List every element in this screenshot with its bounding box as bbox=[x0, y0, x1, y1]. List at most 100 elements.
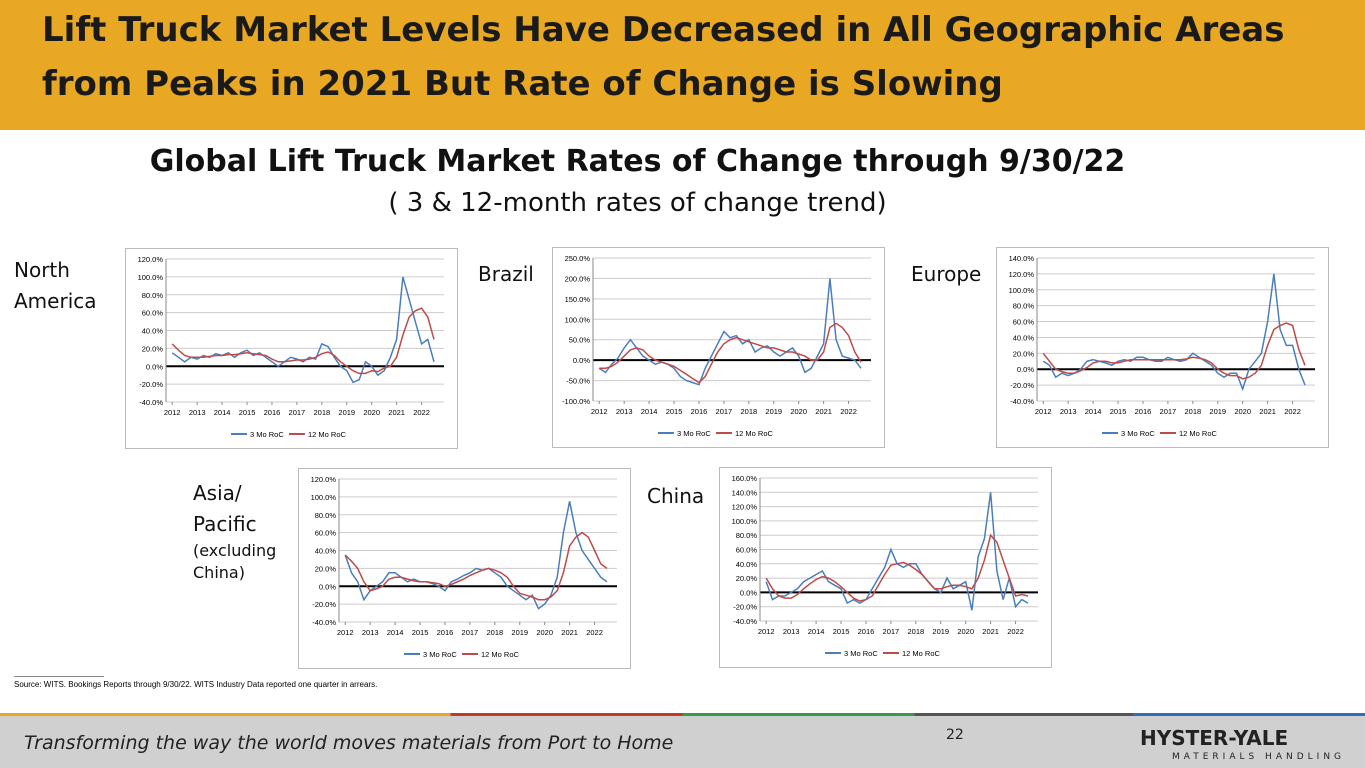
line-series bbox=[598, 278, 862, 386]
y-tick-label: 80.0% bbox=[142, 291, 164, 300]
x-tick-label: 2019 bbox=[765, 407, 782, 416]
chart: -40.0% -20.0% 0.0% 20.0% 40.0% 60.0% 80.0% 100.… bbox=[298, 468, 631, 669]
y-tick-label: 0.0% bbox=[146, 362, 163, 371]
y-tick-label: 60.0% bbox=[1013, 318, 1035, 327]
footer: Transforming the way the world moves mat… bbox=[0, 716, 1365, 768]
x-tick-label: 2012 bbox=[164, 408, 181, 417]
region-label-line: China) bbox=[193, 563, 245, 582]
line-series bbox=[1042, 322, 1306, 380]
y-tick-label: 120.0% bbox=[732, 503, 758, 512]
page-number: 22 bbox=[946, 727, 964, 743]
legend-label: 3 Mo RoC bbox=[677, 429, 711, 438]
legend-label: 3 Mo RoC bbox=[250, 430, 284, 439]
x-tick-label: 2020 bbox=[790, 407, 807, 416]
x-tick-label: 2015 bbox=[666, 407, 683, 416]
x-tick-label: 2014 bbox=[214, 408, 231, 417]
legend-label: 12 Mo RoC bbox=[481, 650, 520, 659]
y-tick-label: 100.0% bbox=[311, 493, 337, 502]
x-tick-label: 2022 bbox=[840, 407, 857, 416]
subtitle: ( 3 & 12-month rates of change trend) bbox=[388, 188, 887, 218]
y-tick-label: 40.0% bbox=[142, 327, 164, 336]
title: Lift Truck Market Levels Have Decreased … bbox=[42, 10, 1285, 50]
logo-sub: MATERIALS HANDLING bbox=[1172, 752, 1346, 762]
y-tick-label: 100.0% bbox=[565, 315, 591, 324]
x-tick-label: 2018 bbox=[907, 627, 924, 636]
subtitle: Global Lift Truck Market Rates of Change… bbox=[149, 144, 1126, 179]
x-tick-label: 2014 bbox=[387, 628, 404, 637]
y-tick-label: 140.0% bbox=[1009, 254, 1035, 263]
legend-label: 3 Mo RoC bbox=[1121, 429, 1155, 438]
x-tick-label: 2022 bbox=[413, 408, 430, 417]
y-tick-label: 60.0% bbox=[142, 309, 164, 318]
color-band bbox=[0, 713, 1365, 716]
y-tick-label: 40.0% bbox=[736, 560, 758, 569]
legend-label: 12 Mo RoC bbox=[308, 430, 347, 439]
rule bbox=[14, 676, 104, 677]
source: Source: WITS. Bookings Reports through 9… bbox=[14, 680, 378, 689]
x-tick-label: 2021 bbox=[561, 628, 578, 637]
x-tick-label: 2018 bbox=[313, 408, 330, 417]
y-tick-label: 20.0% bbox=[736, 574, 758, 583]
y-tick-label: -20.0% bbox=[1010, 381, 1034, 390]
x-tick-label: 2017 bbox=[289, 408, 306, 417]
line-series bbox=[344, 531, 608, 601]
x-tick-label: 2013 bbox=[1060, 407, 1077, 416]
line-series bbox=[765, 533, 1029, 602]
line-series bbox=[171, 276, 435, 384]
line-series bbox=[344, 501, 608, 610]
header: Lift Truck Market Levels Have Decreased … bbox=[0, 0, 1365, 130]
x-tick-label: 2017 bbox=[462, 628, 479, 637]
y-tick-label: -40.0% bbox=[733, 617, 757, 626]
y-tick-label: 0.0% bbox=[740, 588, 757, 597]
x-tick-label: 2012 bbox=[337, 628, 354, 637]
x-tick-label: 2019 bbox=[511, 628, 528, 637]
legend-label: 3 Mo RoC bbox=[844, 649, 878, 658]
y-tick-label: 120.0% bbox=[1009, 270, 1035, 279]
y-tick-label: -100.0% bbox=[562, 397, 590, 406]
x-tick-label: 2013 bbox=[362, 628, 379, 637]
y-tick-label: 100.0% bbox=[138, 273, 164, 282]
x-tick-label: 2018 bbox=[1184, 407, 1201, 416]
x-tick-label: 2014 bbox=[641, 407, 658, 416]
x-tick-label: 2012 bbox=[1035, 407, 1052, 416]
x-tick-label: 2014 bbox=[808, 627, 825, 636]
x-tick-label: 2015 bbox=[412, 628, 429, 637]
legend-label: 12 Mo RoC bbox=[902, 649, 941, 658]
region-label: Asia/Pacific (excluding China) bbox=[193, 478, 276, 584]
x-tick-label: 2016 bbox=[691, 407, 708, 416]
x-tick-label: 2016 bbox=[858, 627, 875, 636]
y-tick-label: 200.0% bbox=[565, 274, 591, 283]
x-tick-label: 2022 bbox=[1284, 407, 1301, 416]
x-tick-label: 2019 bbox=[932, 627, 949, 636]
x-tick-label: 2015 bbox=[239, 408, 256, 417]
x-tick-label: 2016 bbox=[264, 408, 281, 417]
x-tick-label: 2017 bbox=[883, 627, 900, 636]
x-tick-label: 2013 bbox=[783, 627, 800, 636]
y-tick-label: 100.0% bbox=[732, 517, 758, 526]
x-tick-label: 2012 bbox=[591, 407, 608, 416]
y-tick-label: 20.0% bbox=[1013, 349, 1035, 358]
legend-label: 3 Mo RoC bbox=[423, 650, 457, 659]
region-label-line: Pacific bbox=[193, 512, 257, 536]
title: from Peaks in 2021 But Rate of Change is… bbox=[42, 64, 1003, 104]
x-tick-label: 2022 bbox=[586, 628, 603, 637]
y-tick-label: 0.0% bbox=[573, 356, 590, 365]
x-tick-label: 2013 bbox=[189, 408, 206, 417]
x-tick-label: 2021 bbox=[815, 407, 832, 416]
x-tick-label: 2021 bbox=[982, 627, 999, 636]
x-tick-label: 2019 bbox=[1209, 407, 1226, 416]
chart: -40.0% -20.0% 0.0% 20.0% 40.0% 60.0% 80.0% 100.… bbox=[719, 467, 1052, 668]
line-series bbox=[599, 322, 862, 384]
region-label: China bbox=[647, 484, 705, 508]
y-tick-label: 40.0% bbox=[1013, 333, 1035, 342]
region-label: Brazil bbox=[478, 262, 534, 286]
x-tick-label: 2022 bbox=[1007, 627, 1024, 636]
region-label: North America bbox=[14, 258, 97, 313]
y-tick-label: 140.0% bbox=[732, 488, 758, 497]
x-tick-label: 2013 bbox=[616, 407, 633, 416]
line-series bbox=[171, 307, 435, 375]
y-tick-label: -20.0% bbox=[733, 603, 757, 612]
y-tick-label: 0.0% bbox=[319, 582, 336, 591]
y-tick-label: -20.0% bbox=[139, 380, 163, 389]
